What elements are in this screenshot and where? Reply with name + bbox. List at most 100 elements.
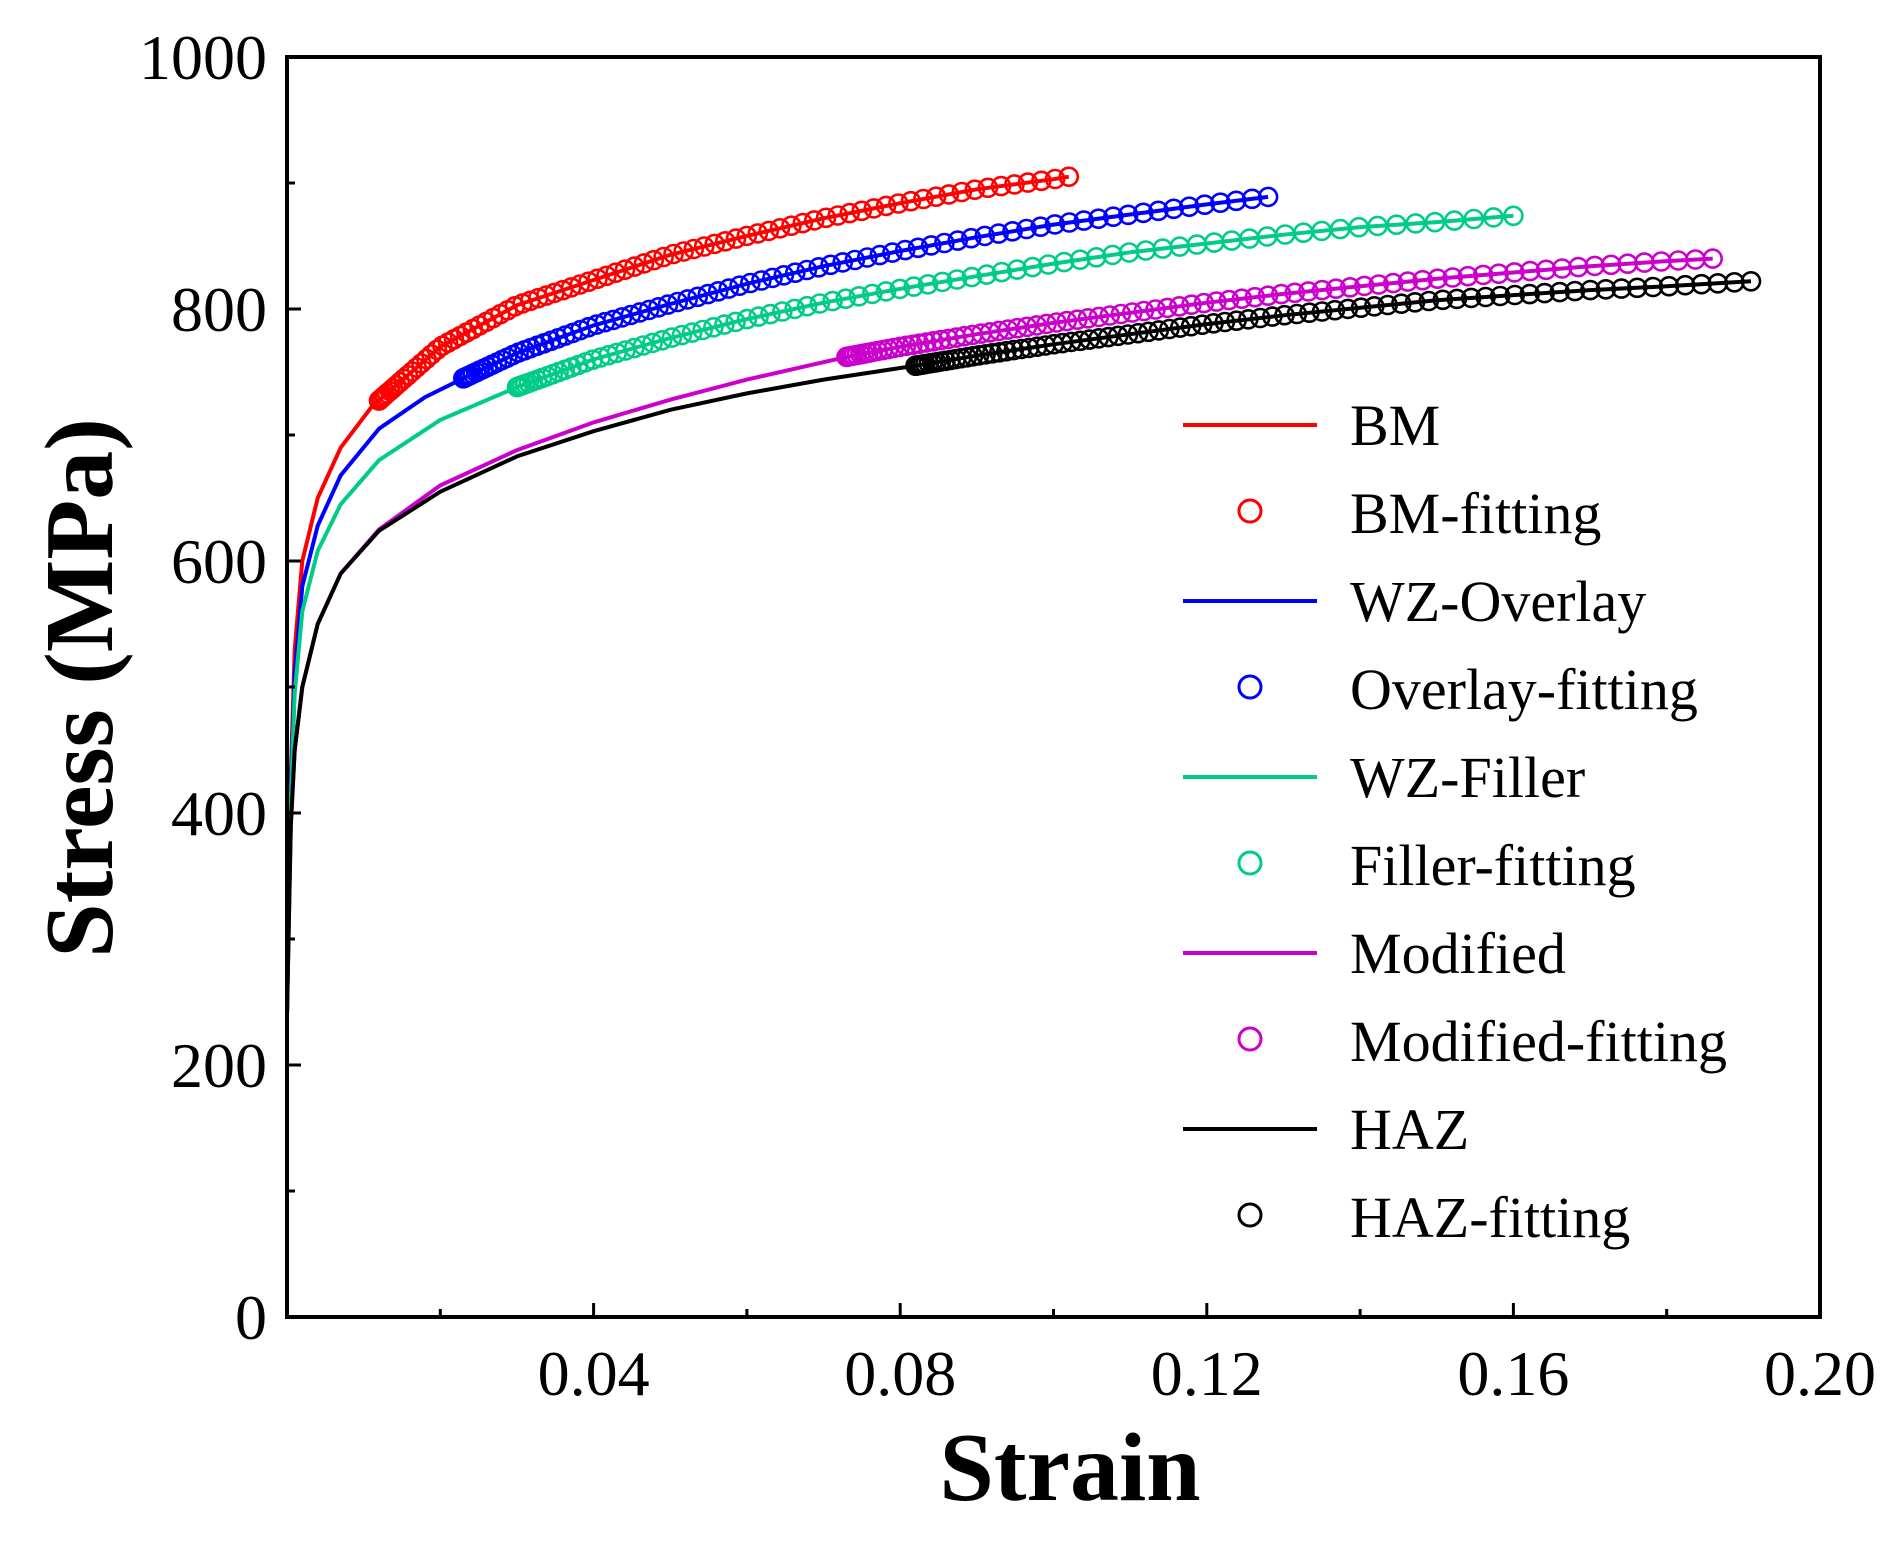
series-line-wz-overlay	[285, 194, 1269, 1015]
legend: BM BM-fitting WZ-Overlay Overlay-fitting WZ-…	[1183, 393, 1727, 1250]
legend-label-wz-overlay-fitting: Overlay-fitting	[1350, 657, 1698, 722]
fit-marker-wz-filler	[1006, 259, 1028, 280]
fit-marker-wz-filler	[1069, 249, 1091, 271]
fit-marker-modified	[930, 329, 952, 351]
fit-marker-bm	[803, 210, 825, 231]
fit-marker-bm	[643, 249, 665, 271]
fit-marker-bm	[747, 223, 769, 244]
x-tick-label: 0.16	[1457, 1338, 1569, 1409]
fit-marker-wz-filler	[714, 314, 735, 335]
fit-marker-modified	[1046, 312, 1067, 333]
fit-marker-haz	[1169, 317, 1191, 338]
fit-marker-bm	[792, 212, 814, 234]
fit-marker-wz-overlay	[1016, 218, 1037, 240]
fit-marker-bm	[851, 200, 873, 222]
fit-marker-bm	[736, 225, 758, 247]
fit-marker-haz	[1418, 290, 1440, 312]
fit-marker-bm	[815, 207, 837, 229]
fit-marker-wz-filler	[809, 293, 831, 314]
fit-marker-wz-filler	[661, 327, 683, 348]
y-tick-label: 400	[171, 778, 267, 849]
fit-marker-haz	[1740, 270, 1762, 292]
fit-marker-modified	[1412, 269, 1433, 291]
fit-marker-bm	[578, 271, 599, 293]
fit-marker-wz-overlay	[697, 283, 719, 305]
fit-marker-wz-filler	[784, 298, 806, 320]
series-haz	[285, 270, 1762, 1015]
fit-marker-haz	[1226, 310, 1247, 332]
fit-marker-modified	[1702, 248, 1723, 269]
fit-marker-haz	[988, 341, 1010, 363]
fit-marker-wz-overlay	[820, 254, 841, 276]
fit-marker-modified	[1325, 278, 1347, 300]
fit-marker-haz	[1658, 275, 1680, 297]
fit-marker-wz-filler	[889, 278, 911, 300]
fit-marker-bm	[977, 177, 999, 199]
fit-marker-modified	[915, 332, 937, 353]
fit-marker-bm	[596, 265, 617, 287]
fit-marker-modified	[1036, 313, 1057, 335]
fit-marker-modified	[1504, 262, 1525, 283]
fit-marker-bm	[605, 262, 627, 284]
fit-marker-wz-filler	[946, 269, 968, 290]
fit-marker-bm	[875, 195, 897, 217]
fit-marker-wz-filler	[976, 264, 998, 285]
fit-marker-wz-overlay	[934, 232, 955, 254]
fit-marker-bm	[1031, 170, 1052, 192]
fit-marker-modified	[1457, 265, 1479, 287]
fit-marker-bm	[569, 274, 591, 295]
fit-marker-wz-overlay	[832, 252, 854, 273]
fit-marker-haz	[1724, 271, 1745, 293]
fit-marker-modified	[1472, 264, 1494, 286]
fit-marker-modified	[1067, 309, 1088, 331]
fit-marker-haz	[1180, 315, 1202, 337]
x-axis-title: Strain	[939, 1414, 1200, 1522]
fit-marker-bm	[1004, 174, 1025, 195]
fit-marker-modified	[1244, 286, 1266, 308]
fit-marker-modified	[1088, 306, 1110, 328]
fit-marker-haz	[1595, 278, 1617, 300]
fit-marker-wz-filler	[961, 266, 983, 288]
fit-marker-wz-overlay	[667, 291, 689, 313]
fit-marker-modified	[1488, 263, 1509, 285]
fit-marker-modified	[1231, 288, 1253, 310]
fit-marker-modified	[902, 334, 923, 356]
plot-layer	[285, 166, 1762, 1015]
y-tick-label: 0	[235, 1282, 267, 1353]
legend-marker-wz-overlay	[1237, 674, 1263, 700]
fit-marker-modified	[1311, 279, 1333, 301]
fit-marker-modified	[1397, 271, 1419, 292]
fit-marker-wz-filler	[760, 303, 781, 325]
fit-marker-haz	[1404, 291, 1426, 313]
fit-marker-wz-overlay	[1257, 186, 1279, 208]
fit-marker-haz	[1460, 287, 1482, 309]
fit-marker-haz	[1377, 294, 1398, 316]
fit-marker-wz-overlay	[677, 289, 698, 310]
fit-marker-haz	[1088, 327, 1110, 349]
legend-label-wz-overlay: WZ-Overlay	[1350, 569, 1646, 634]
fit-marker-wz-filler	[642, 332, 663, 354]
legend-label-modified-fitting: Modified-fitting	[1350, 1009, 1727, 1074]
fit-marker-wz-overlay	[1044, 214, 1066, 235]
fit-marker-wz-filler	[1053, 251, 1075, 273]
fit-marker-modified	[1427, 268, 1448, 290]
fit-marker-wz-overlay	[707, 280, 729, 302]
y-tick-label: 200	[171, 1030, 267, 1101]
legend-label-wz-filler: WZ-Filler	[1350, 745, 1585, 810]
fit-marker-wz-filler	[1086, 246, 1107, 268]
fit-marker-wz-filler	[848, 285, 870, 307]
fit-marker-haz	[1446, 288, 1468, 310]
fit-marker-wz-filler	[703, 316, 724, 338]
fit-marker-haz	[1159, 318, 1180, 340]
fit-marker-haz	[1504, 284, 1526, 306]
fit-marker-wz-filler	[651, 329, 673, 351]
fit-marker-wz-filler	[917, 273, 939, 295]
fit-marker-wz-overlay	[1163, 198, 1184, 220]
fit-marker-modified	[938, 328, 959, 350]
fit-marker-haz	[1238, 308, 1259, 330]
legend-label-modified: Modified	[1350, 921, 1566, 986]
fit-marker-haz	[1191, 314, 1213, 336]
y-axis-ticks: 0 200 400 600 800 1000	[139, 22, 301, 1353]
fit-marker-bm	[1044, 168, 1066, 190]
fit-marker-wz-filler	[796, 295, 818, 317]
